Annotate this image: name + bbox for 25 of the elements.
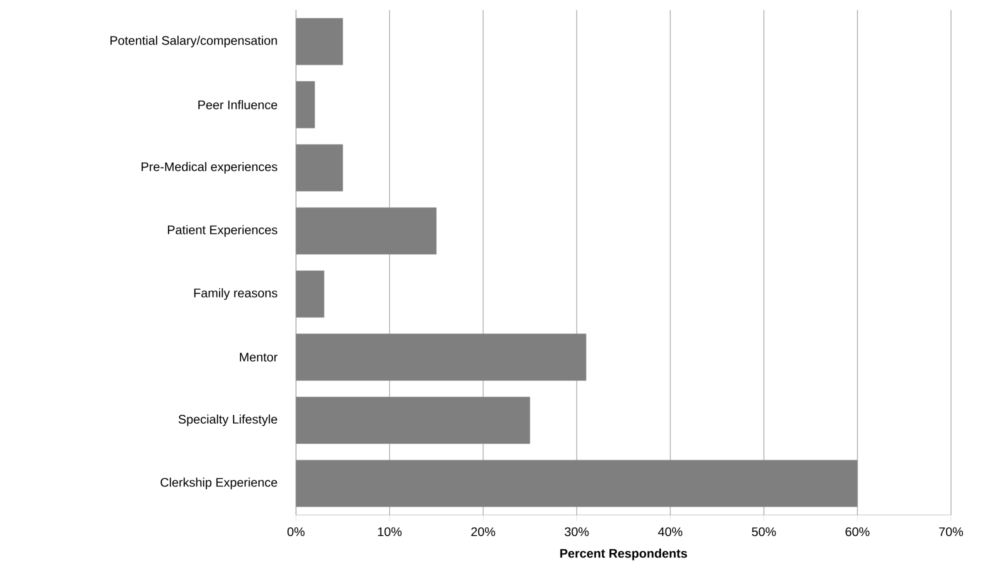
x-axis-title: Percent Respondents (560, 548, 687, 560)
y-tick-label: Clerkship Experience (160, 478, 278, 490)
x-tick-label: 40% (658, 527, 682, 536)
bar (296, 396, 530, 444)
y-tick-label: Mentor (240, 352, 278, 362)
y-tick-label: Family reasons (194, 288, 278, 300)
x-tick-label: 20% (471, 527, 496, 536)
bar (296, 207, 437, 254)
y-tick-label: Potential Salary/compensation (110, 36, 277, 48)
bar (296, 460, 858, 507)
x-tick-label: 50% (752, 527, 776, 536)
x-tick-label: 10% (378, 527, 402, 536)
x-tick-label: 60% (846, 527, 870, 536)
bar (296, 18, 343, 66)
x-tick-label: 30% (564, 527, 589, 536)
bar (296, 144, 343, 192)
y-tick-label: Patient Experiences (168, 225, 278, 237)
bar (296, 270, 324, 318)
y-tick-label: Peer Influence (198, 100, 278, 110)
bar (296, 81, 315, 128)
x-tick-label: 70% (939, 527, 964, 536)
x-tick-label: 0% (287, 527, 305, 536)
bar (296, 334, 586, 381)
y-tick-label: Specialty Lifestyle (178, 414, 278, 426)
y-tick-label: Pre-Medical experiences (142, 162, 278, 174)
